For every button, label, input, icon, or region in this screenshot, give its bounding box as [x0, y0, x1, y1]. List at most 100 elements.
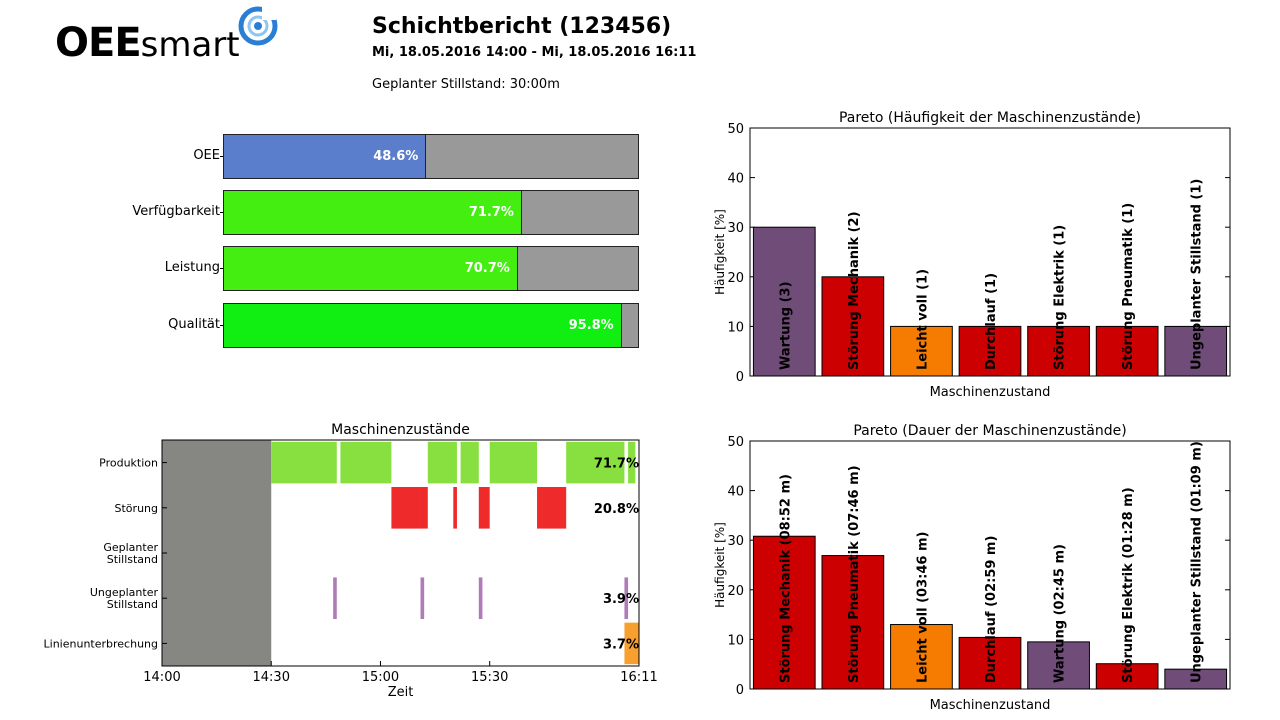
row-percentage: 3.7% [603, 637, 639, 652]
y-tick-label: 20 [727, 271, 744, 286]
bar-label: Leicht voll (03:46 m) [915, 532, 930, 683]
bar-label: Störung Pneumatik (07:46 m) [847, 465, 862, 683]
kpi-tick [220, 325, 224, 326]
kpi-value: 48.6% [373, 149, 419, 164]
state-interval [628, 441, 636, 484]
state-interval [489, 441, 538, 484]
state-interval [340, 441, 392, 484]
pareto-frequency-chart: Pareto (Häufigkeit der Maschinenzustände… [713, 110, 1231, 400]
x-axis-label: Zeit [388, 685, 414, 700]
state-interval [420, 577, 425, 619]
kpi-value: 95.8% [568, 318, 614, 333]
bar-label: Wartung (02:45 m) [1053, 544, 1068, 683]
x-tick-label: 15:30 [471, 670, 508, 685]
pareto-bar [958, 325, 1022, 377]
state-interval [460, 441, 479, 484]
kpi-bar-fill [224, 135, 427, 178]
row-label: Ungeplanter [90, 586, 159, 599]
state-interval [333, 577, 337, 619]
row-label: Stillstand [107, 598, 158, 611]
report-period: Mi, 18.05.2016 14:00 - Mi, 18.05.2016 16… [372, 45, 697, 60]
kpi-tick [220, 212, 224, 213]
kpi-bar-track: 95.8% [223, 303, 639, 348]
chart-title: Pareto (Dauer der Maschinenzustände) [853, 423, 1126, 439]
row-label: Störung [115, 502, 158, 515]
y-axis-label: Häufigkeit [%] [713, 522, 727, 608]
row-percentage: 3.9% [603, 592, 639, 607]
y-axis-label: Häufigkeit [%] [713, 209, 727, 295]
state-interval [427, 441, 457, 484]
kpi-bar-fill [224, 304, 622, 347]
x-tick-label: 14:00 [143, 670, 180, 685]
state-interval [453, 487, 457, 529]
kpi-bar-track: 48.6% [223, 134, 639, 179]
pareto-bar [1095, 325, 1159, 377]
state-interval [566, 441, 625, 484]
pareto-bar [890, 624, 953, 690]
report-title: Schichtbericht (123456) [372, 14, 672, 39]
bar-label: Ungeplanter Stillstand (01:09 m) [1190, 441, 1205, 683]
pareto-bar [1027, 325, 1090, 377]
kpi-bar-fill [224, 247, 518, 290]
state-interval [478, 487, 490, 529]
bar-label: Leicht voll (1) [915, 269, 930, 370]
pareto-bar [752, 226, 816, 377]
bar-label: Störung Elektrik (1) [1053, 225, 1068, 370]
kpi-label: Verfügbarkeit [132, 204, 220, 219]
state-interval [391, 487, 421, 529]
x-tick-label: 15:00 [362, 670, 399, 685]
y-tick-label: 10 [727, 633, 744, 648]
bar-label: Durchlauf (02:59 m) [984, 536, 999, 683]
kpi-bar-track: 70.7% [223, 246, 639, 291]
plot-frame [749, 127, 1231, 377]
kpi-tick [220, 268, 224, 269]
pareto-bar [1164, 325, 1228, 377]
kpi-tick [220, 156, 224, 157]
bar-label: Wartung (3) [778, 281, 793, 370]
row-label: Linienunterbrechung [44, 637, 158, 650]
row-percentage: 20.8% [594, 502, 639, 517]
y-tick-label: 0 [736, 683, 744, 698]
x-tick-label: 14:30 [253, 670, 290, 685]
row-label: Produktion [99, 457, 158, 470]
bar-label: Störung Mechanik (08:52 m) [778, 474, 793, 683]
y-tick-label: 30 [727, 534, 744, 549]
planned-downtime: Geplanter Stillstand: 30:00m [372, 77, 560, 92]
x-axis-label: Maschinenzustand [930, 698, 1051, 713]
pareto-bar [821, 555, 885, 690]
kpi-label: OEE [193, 148, 220, 163]
y-tick-label: 50 [727, 435, 744, 450]
x-axis-label: Maschinenzustand [930, 385, 1051, 400]
y-tick-label: 30 [727, 221, 744, 236]
y-tick-label: 50 [727, 122, 744, 137]
kpi-value: 71.7% [468, 205, 514, 220]
bar-label: Störung Mechanik (2) [847, 211, 862, 370]
kpi-label: Qualität [168, 317, 220, 332]
state-interval [271, 441, 337, 484]
kpi-label: Leistung [164, 260, 220, 275]
kpi-bar-track: 71.7% [223, 190, 639, 235]
state-interval [624, 622, 639, 665]
chart-title: Maschinenzustände [331, 422, 470, 438]
state-interval [478, 577, 483, 619]
row-percentage: 71.7% [594, 457, 639, 472]
state-interval [624, 577, 629, 619]
state-interval [537, 487, 567, 529]
logo-bold-text: OEE [55, 20, 142, 66]
y-tick-label: 40 [727, 485, 744, 500]
kpi-bar-fill [224, 191, 522, 234]
pareto-bar [890, 325, 953, 377]
y-tick-label: 0 [736, 370, 744, 385]
bar-label: Ungeplanter Stillstand (1) [1190, 179, 1205, 370]
inactive-period [162, 440, 272, 666]
plot-frame [749, 440, 1231, 690]
machine-states-timeline: Maschinenzustände Produktion 71.7% Störung 2… [44, 422, 658, 700]
pareto-bar [821, 276, 885, 377]
y-tick-label: 20 [727, 584, 744, 599]
chart-title: Pareto (Häufigkeit der Maschinenzustände… [839, 110, 1141, 126]
oeesmart-logo: OEEsmart [55, 6, 285, 75]
pareto-bar [752, 535, 816, 690]
pareto-duration-chart: Pareto (Dauer der Maschinenzustände) 0 10 2… [713, 423, 1231, 713]
bar-label: Durchlauf (1) [984, 273, 999, 370]
plot-frame [161, 439, 640, 667]
